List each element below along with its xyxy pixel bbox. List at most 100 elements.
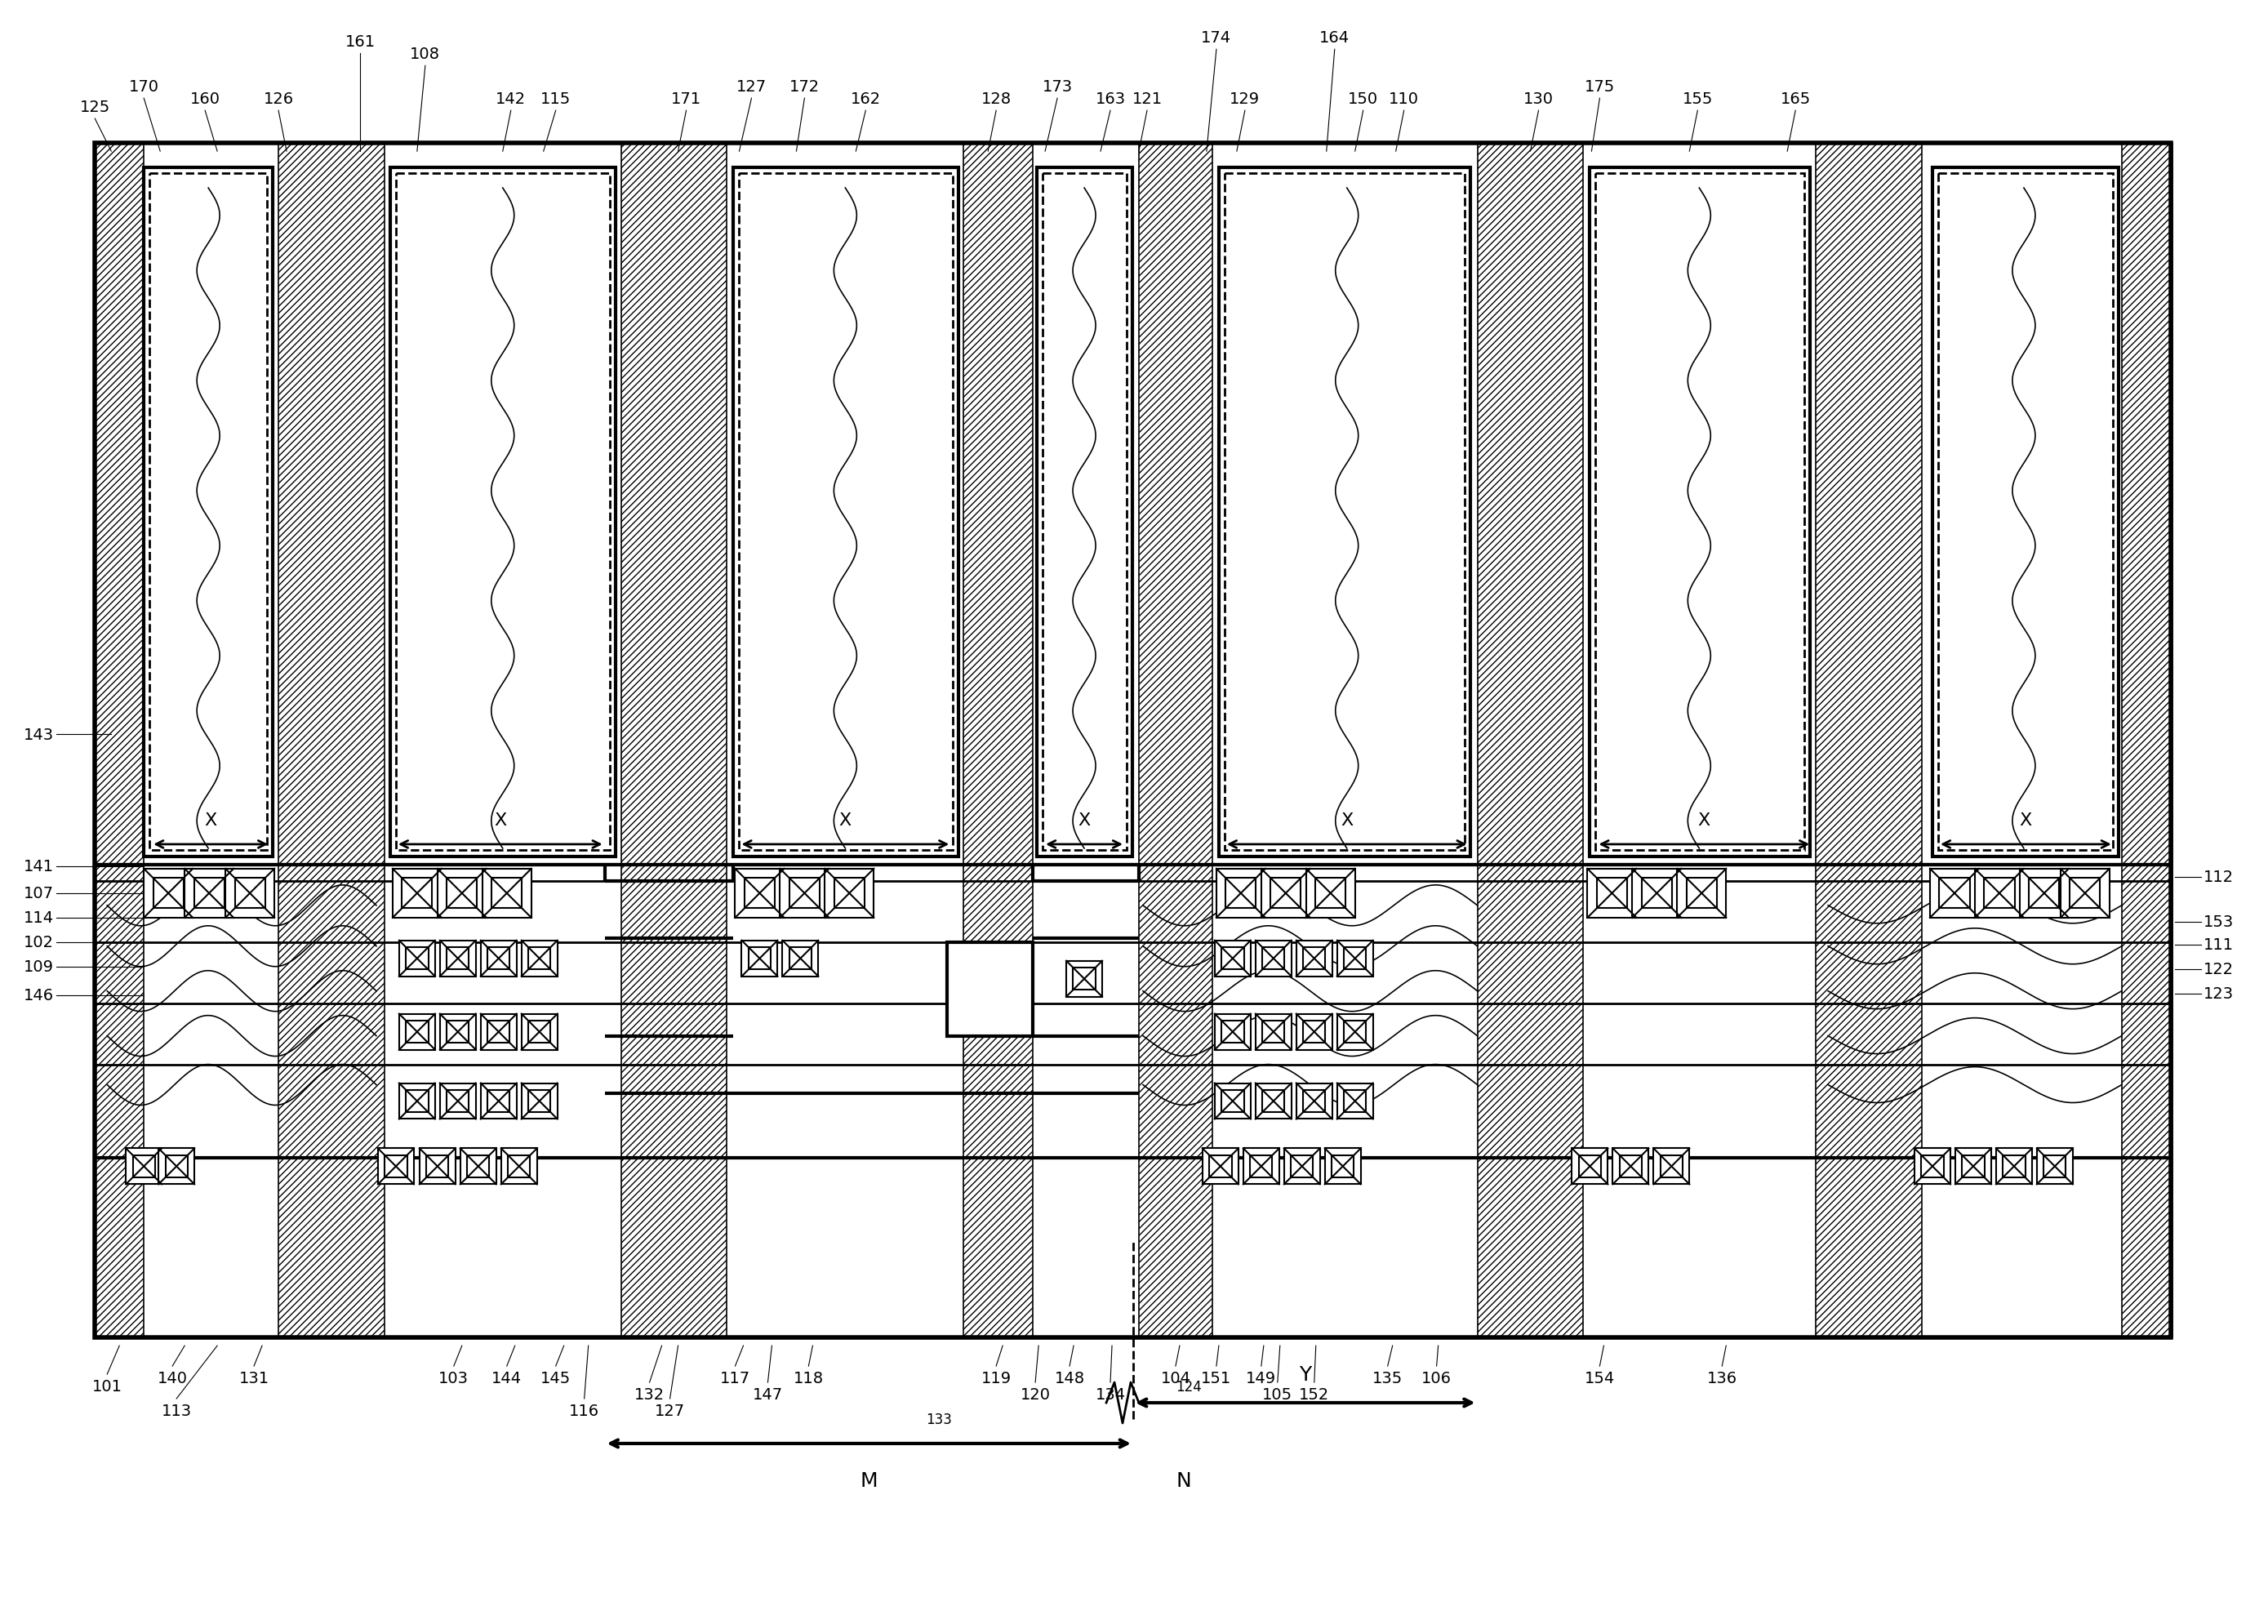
Bar [1216, 1013, 1250, 1051]
Bar [1139, 145, 1213, 1338]
Bar [460, 1148, 497, 1184]
Bar [1270, 879, 1302, 909]
Bar [508, 1155, 531, 1177]
Bar [522, 1083, 558, 1119]
Text: 126: 126 [263, 91, 293, 107]
Bar [1921, 1155, 1944, 1177]
Text: 112: 112 [2202, 869, 2234, 885]
Bar [1345, 1090, 1365, 1112]
Text: 130: 130 [1524, 91, 1554, 107]
Bar [964, 145, 1032, 1338]
Text: 148: 148 [1055, 1371, 1084, 1385]
Bar [748, 947, 771, 970]
Text: X: X [494, 812, 506, 828]
Bar [386, 1155, 406, 1177]
Bar [279, 145, 386, 1338]
Text: 135: 135 [1372, 1371, 1404, 1385]
Bar [447, 879, 476, 909]
Bar [528, 1090, 551, 1112]
Bar [1687, 879, 1717, 909]
Bar [1597, 879, 1626, 909]
Bar [134, 1155, 154, 1177]
Text: X: X [204, 812, 218, 828]
Bar [789, 947, 812, 970]
Bar [399, 940, 435, 976]
Bar [782, 940, 819, 976]
Text: 163: 163 [1095, 91, 1125, 107]
Bar [528, 947, 551, 970]
Text: 122: 122 [2202, 961, 2234, 978]
Bar [826, 869, 873, 918]
Bar [406, 1021, 429, 1043]
Bar [742, 940, 778, 976]
Bar [1263, 1090, 1284, 1112]
Text: 172: 172 [789, 80, 819, 94]
Bar [1256, 1083, 1290, 1119]
Text: 133: 133 [925, 1411, 953, 1426]
Bar [1216, 869, 1266, 918]
Bar [1043, 174, 1127, 851]
Text: 101: 101 [93, 1379, 122, 1393]
Bar [95, 145, 143, 1338]
Text: 136: 136 [1708, 1371, 1737, 1385]
Bar [1139, 145, 1213, 1338]
Text: 141: 141 [25, 859, 54, 874]
Text: 121: 121 [1132, 91, 1161, 107]
Text: 146: 146 [25, 987, 54, 1004]
Bar [481, 1083, 517, 1119]
Text: 105: 105 [1263, 1387, 1293, 1402]
Bar [1284, 1148, 1320, 1184]
Text: 110: 110 [1388, 91, 1420, 107]
Bar [406, 1090, 429, 1112]
Text: 132: 132 [635, 1387, 665, 1402]
Text: 118: 118 [794, 1371, 823, 1385]
Text: 125: 125 [79, 99, 111, 115]
Bar [1304, 1021, 1325, 1043]
Text: 107: 107 [25, 885, 54, 901]
Text: 164: 164 [1320, 31, 1349, 45]
Bar [399, 1013, 435, 1051]
Text: 149: 149 [1245, 1371, 1277, 1385]
Bar [1660, 1155, 1683, 1177]
Bar [481, 1013, 517, 1051]
Bar [159, 1148, 195, 1184]
Bar [1297, 1083, 1331, 1119]
Bar [1984, 879, 2014, 909]
Bar [488, 1021, 510, 1043]
Bar [1073, 968, 1095, 991]
Bar [1250, 1155, 1272, 1177]
Text: 104: 104 [1161, 1371, 1191, 1385]
Bar [440, 940, 476, 976]
Text: 116: 116 [569, 1403, 599, 1418]
Bar [166, 1155, 188, 1177]
Text: 134: 134 [1095, 1387, 1125, 1402]
Bar [522, 1013, 558, 1051]
Bar [1975, 869, 2023, 918]
Text: 103: 103 [438, 1371, 469, 1385]
Bar [1476, 145, 1583, 1338]
Bar [1036, 169, 1132, 857]
Bar [1256, 1013, 1290, 1051]
Text: 119: 119 [982, 1371, 1012, 1385]
Text: 165: 165 [1780, 91, 1810, 107]
Text: 123: 123 [2202, 986, 2234, 1002]
Bar [1290, 1155, 1313, 1177]
Bar [1572, 1148, 1608, 1184]
Text: 173: 173 [1043, 80, 1073, 94]
Bar [780, 869, 830, 918]
Text: 115: 115 [540, 91, 572, 107]
Text: 111: 111 [2202, 937, 2234, 953]
Text: 142: 142 [497, 91, 526, 107]
Text: 160: 160 [191, 91, 220, 107]
Text: 175: 175 [1585, 80, 1615, 94]
Bar [143, 169, 272, 857]
Bar [1304, 1090, 1325, 1112]
Bar [522, 940, 558, 976]
Bar [1306, 869, 1354, 918]
Text: 170: 170 [129, 80, 159, 94]
Bar [1613, 1148, 1649, 1184]
Bar [392, 869, 442, 918]
Bar [1263, 1021, 1284, 1043]
Bar [1225, 174, 1465, 851]
Bar [2121, 145, 2173, 1338]
